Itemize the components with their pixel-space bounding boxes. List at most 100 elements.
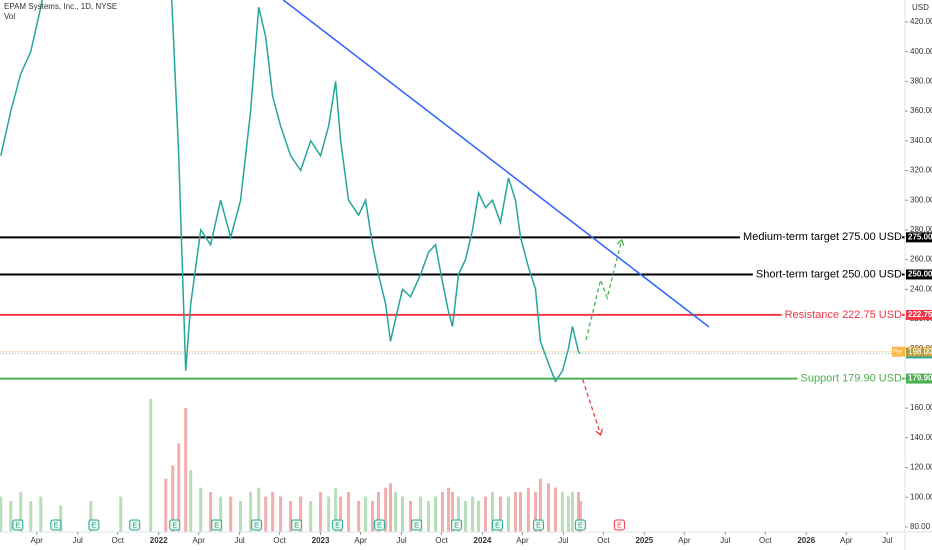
volume-bar <box>484 496 488 532</box>
volume-bar <box>119 496 123 532</box>
y-tick-label: 160.00 <box>910 403 932 412</box>
x-tick-label: Oct <box>435 536 448 545</box>
volume-bar <box>279 496 283 532</box>
scenario-arrow <box>585 239 623 341</box>
level-label-bg <box>740 231 903 244</box>
y-tick-label: 80.00 <box>910 522 931 531</box>
earnings-marker <box>373 519 385 531</box>
volume-bar <box>507 496 511 532</box>
volume-bar <box>471 496 475 532</box>
volume-bar <box>560 492 564 532</box>
earnings-label: E <box>414 522 419 529</box>
price-tag <box>906 232 932 243</box>
level-label: Medium-term target 275.00 USD <box>743 231 902 243</box>
earnings-marker <box>50 519 62 531</box>
x-tick-label: Oct <box>273 536 286 545</box>
volume-bar <box>394 492 398 532</box>
y-tick-label: 380.00 <box>910 76 932 85</box>
volume-bar <box>446 487 450 532</box>
earnings-marker <box>492 519 504 531</box>
x-tick-label: 2026 <box>797 536 815 545</box>
x-tick-label: 2023 <box>312 536 330 545</box>
y-tick-label: 420.00 <box>910 17 932 26</box>
earnings-label: E <box>132 522 137 529</box>
price-tag-label: 275.00 <box>908 232 932 241</box>
volume-bar <box>357 500 361 532</box>
y-axis-label: USD <box>912 3 929 12</box>
subtitle: Vol <box>4 12 15 21</box>
volume-bar <box>264 496 268 532</box>
earnings-label: E <box>254 522 259 529</box>
x-tick-label: Apr <box>840 536 853 545</box>
x-tick-label: Apr <box>678 536 691 545</box>
y-tick-label: 320.00 <box>910 166 932 175</box>
y-tick-label: 260.00 <box>910 255 932 264</box>
volume-bar <box>9 500 13 532</box>
earnings-label: E <box>377 522 382 529</box>
x-tick-label: Oct <box>597 536 610 545</box>
x-tick-label: Jul <box>396 536 406 545</box>
earnings-marker <box>129 519 141 531</box>
volume-bar <box>219 496 223 532</box>
earnings-label: E <box>454 522 459 529</box>
level-label: Short-term target 250.00 USD <box>756 268 902 280</box>
volume-bar <box>427 500 431 532</box>
level-label: Support 179.90 USD <box>800 372 902 384</box>
y-tick-label: 280.00 <box>910 225 932 234</box>
earnings-label: E <box>92 522 97 529</box>
x-tick-label: 2024 <box>474 536 492 545</box>
y-tick-label: 100.00 <box>910 492 932 501</box>
price-tag-label: 222.75 <box>908 310 932 319</box>
volume-bar <box>199 487 203 532</box>
volume-bar <box>59 505 63 532</box>
x-tick-label: 2025 <box>635 536 653 545</box>
volume-bar <box>400 496 404 532</box>
volume-bar <box>576 492 580 532</box>
volume-bar <box>534 492 538 532</box>
volume-bar <box>419 496 423 532</box>
volume-bar <box>490 492 494 532</box>
price-line <box>0 0 581 384</box>
price-tag-label: 198.00 <box>908 347 932 356</box>
x-tick-label: Apr <box>192 536 205 545</box>
price-tag-label: 179.90 <box>908 374 932 383</box>
volume-bar <box>189 469 193 532</box>
price-tag <box>906 269 932 280</box>
y-tick-label: 360.00 <box>910 106 932 115</box>
volume-bar <box>271 492 275 532</box>
volume-bar <box>209 492 213 532</box>
y-tick-label: 120.00 <box>910 463 932 472</box>
earnings-marker <box>251 519 263 531</box>
volume-bar <box>339 496 343 532</box>
y-tick-label: 140.00 <box>910 433 932 442</box>
earnings-marker <box>613 519 625 531</box>
volume-bar <box>547 483 551 532</box>
volume-bar <box>384 487 388 532</box>
x-tick-label: Jul <box>720 536 730 545</box>
x-tick-label: Jul <box>882 536 892 545</box>
volume-bar <box>538 478 542 532</box>
earnings-marker <box>88 519 100 531</box>
earnings-marker <box>12 519 24 531</box>
volume-bar <box>513 492 517 532</box>
arrow-head <box>616 238 625 246</box>
x-tick-label: Apr <box>354 536 367 545</box>
x-tick-label: Oct <box>759 536 772 545</box>
volume-bar <box>477 500 481 532</box>
volume-bar <box>570 492 574 532</box>
earnings-label: E <box>335 522 340 529</box>
volume-bar <box>177 443 181 532</box>
y-tick-label: 300.00 <box>910 195 932 204</box>
x-tick-label: Apr <box>31 536 44 545</box>
pre-tag-label: Pre <box>893 349 903 355</box>
volume-bar <box>409 500 413 532</box>
price-tag-label: 250.00 <box>908 270 932 279</box>
level-label-bg <box>781 308 903 321</box>
volume-bar <box>309 500 313 532</box>
volume-bar <box>451 492 454 532</box>
earnings-label: E <box>15 522 20 529</box>
volume-bar <box>440 492 444 532</box>
volume-bar <box>526 487 530 532</box>
volume-bar <box>498 496 502 532</box>
